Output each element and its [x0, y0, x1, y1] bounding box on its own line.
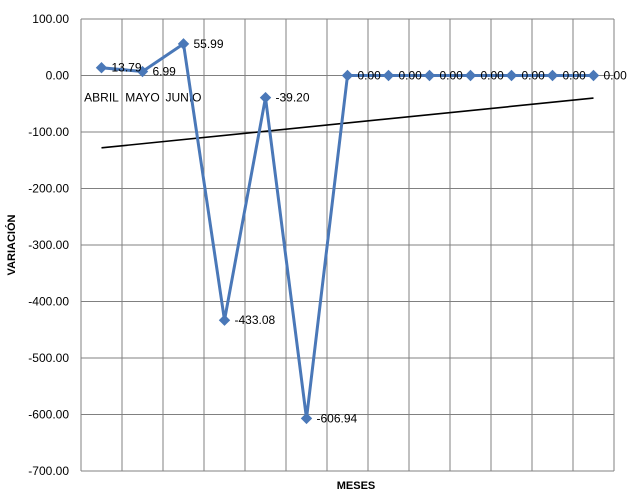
y-tick-label: -300.00 [28, 238, 69, 252]
y-tick-label: -500.00 [28, 351, 69, 365]
data-label: 13.79 [112, 61, 142, 75]
data-label: 0.00 [481, 69, 505, 83]
data-label: 0.00 [604, 69, 628, 83]
y-tick-label: 100.00 [32, 12, 69, 26]
y-tick-label: -400.00 [28, 295, 69, 309]
category-label: MAYO [125, 91, 159, 105]
y-axis-title: VARIACIÓN [5, 214, 18, 275]
data-label: 55.99 [194, 37, 224, 51]
trendline-layer [101, 97, 594, 149]
data-label: 0.00 [563, 69, 587, 83]
y-tick-label: 0.00 [46, 69, 70, 83]
data-label: 0.00 [522, 69, 546, 83]
data-point-marker [464, 69, 477, 82]
data-point-marker [218, 314, 231, 326]
data-point-marker [546, 69, 559, 82]
data-label: 0.00 [358, 69, 382, 83]
data-point-marker [95, 62, 108, 74]
data-label: -433.08 [235, 313, 276, 327]
data-label: 6.99 [153, 65, 177, 79]
trendline [101, 97, 594, 149]
data-point-marker [177, 38, 190, 50]
data-label: 0.00 [440, 69, 464, 83]
category-label: ABRIL [84, 91, 119, 105]
y-tick-label: -600.00 [28, 408, 69, 422]
grid-layer [80, 18, 615, 472]
label-layer: 13.79 6.99 55.99 -433.08 -39.20 -606.94 0.00 0.… [112, 37, 628, 426]
data-point-marker [587, 69, 600, 82]
data-label: -606.94 [317, 411, 358, 425]
data-point-marker [300, 412, 313, 425]
axis-layer: 100.00 0.00 -100.00 -200.00 -300.00 -400.00 -5… [28, 12, 201, 478]
data-point-marker [382, 69, 395, 82]
data-point-marker [341, 69, 354, 82]
data-point-marker [505, 69, 518, 82]
data-label: -39.20 [276, 91, 310, 105]
data-point-marker [423, 69, 436, 82]
y-tick-label: -200.00 [28, 182, 69, 196]
y-tick-label: -700.00 [28, 464, 69, 478]
series-layer [95, 38, 600, 425]
y-tick-label: -100.00 [28, 125, 69, 139]
category-label: JUNIO [166, 91, 202, 105]
data-label: 0.00 [399, 69, 423, 83]
data-point-marker [259, 91, 272, 104]
x-axis-title: MESES [337, 480, 376, 492]
data-point-marker [136, 65, 149, 78]
